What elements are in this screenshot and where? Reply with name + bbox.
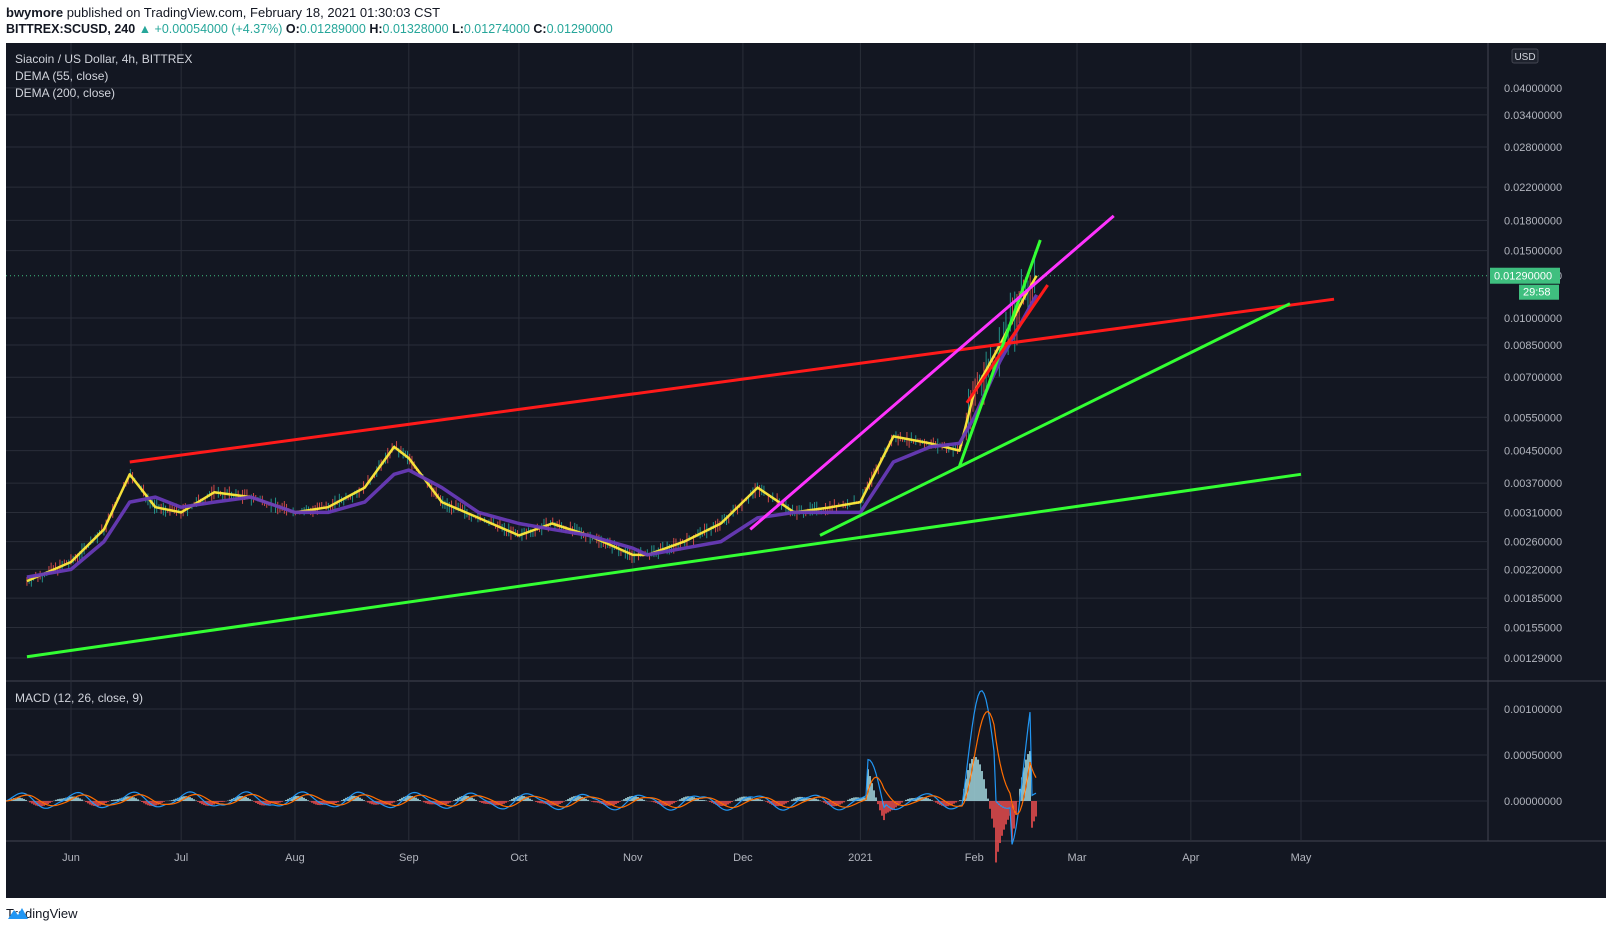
y-tick-label: 0.04000000 — [1504, 83, 1562, 95]
price-change: ▲ +0.00054000 (+4.37%) — [138, 22, 283, 36]
dema200-legend[interactable]: DEMA (200, close) — [15, 86, 116, 100]
x-tick-label: Feb — [965, 852, 984, 864]
chart-legend: Siacoin / US Dollar, 4h, BITTREX DEMA (5… — [15, 51, 192, 102]
macd-tick-label: 0.00050000 — [1504, 750, 1562, 762]
y-tick-label: 0.00310000 — [1504, 507, 1562, 519]
low-value: 0.01274000 — [463, 22, 530, 36]
y-tick-label: 0.01500000 — [1504, 246, 1562, 258]
magenta-trendline — [749, 214, 1115, 531]
open-value: 0.01289000 — [299, 22, 366, 36]
y-tick-label: 0.00700000 — [1504, 372, 1562, 384]
y-tick-label: 0.01000000 — [1504, 313, 1562, 325]
publish-text: published on TradingView.com, February 1… — [66, 5, 441, 20]
y-tick-label: 0.02200000 — [1504, 182, 1562, 194]
chart-area[interactable]: Jun Jul Aug Sep Oct Nov Dec 2021 Feb Mar Apr May 0.0… — [6, 43, 1606, 898]
x-tick-label: Apr — [1182, 852, 1199, 864]
currency-label: USD — [1514, 52, 1535, 63]
tradingview-logo-icon — [8, 908, 28, 919]
y-tick-label: 0.00260000 — [1504, 537, 1562, 549]
red-trendline — [129, 297, 1335, 464]
x-tick-label: Nov — [623, 852, 643, 864]
y-tick-label: 0.02800000 — [1504, 142, 1562, 154]
x-tick-label: Jul — [174, 852, 188, 864]
author[interactable]: bwymore — [6, 5, 64, 20]
y-tick-label: 0.00129000 — [1504, 653, 1562, 665]
y-tick-label: 0.00185000 — [1504, 593, 1562, 605]
currency-box — [1511, 48, 1539, 64]
chart-svg[interactable]: Jun Jul Aug Sep Oct Nov Dec 2021 Feb Mar Apr May 0.0… — [6, 43, 1606, 898]
green-trendline — [819, 302, 1291, 537]
signal-line — [6, 710, 1037, 815]
red-trendline — [965, 284, 1049, 404]
y-tick-label: 0.01800000 — [1504, 215, 1562, 227]
y-tick-label: 0.00450000 — [1504, 446, 1562, 458]
x-tick-label: Aug — [285, 852, 305, 864]
macd-legend[interactable]: MACD (12, 26, close, 9) — [15, 691, 144, 705]
open-label: O: — [285, 22, 300, 36]
close-label: C: — [533, 22, 547, 36]
x-tick-label: Dec — [733, 852, 753, 864]
symbol-label: BITTREX:SCUSD, 240 — [6, 22, 136, 36]
publish-info: bwymore published on TradingView.com, Fe… — [6, 5, 440, 20]
low-label: L: — [452, 22, 464, 36]
x-tick-label: Sep — [399, 852, 419, 864]
y-tick-label: 0.00550000 — [1504, 412, 1562, 424]
x-tick-label: Oct — [510, 852, 527, 864]
macd-tick-label: 0.00100000 — [1504, 704, 1562, 716]
y-tick-label: 0.00850000 — [1504, 340, 1562, 352]
y-tick-label: 0.00155000 — [1504, 623, 1562, 635]
macd-tick-label: 0.00000000 — [1504, 796, 1562, 808]
high-label: H: — [369, 22, 383, 36]
ohlc-bar: BITTREX:SCUSD, 240 ▲ +0.00054000 (+4.37%… — [6, 22, 613, 36]
y-tick-label: 0.03400000 — [1504, 110, 1562, 122]
x-tick-label: Jun — [62, 852, 80, 864]
y-tick-label: 0.00220000 — [1504, 564, 1562, 576]
close-value: 0.01290000 — [546, 22, 613, 36]
high-value: 0.01328000 — [382, 22, 449, 36]
green-trendline — [26, 472, 1302, 659]
footer-branding: TradingView — [6, 906, 78, 921]
countdown-label: 29:58 — [1523, 287, 1551, 299]
last-price-label: 0.01290000 — [1494, 271, 1552, 283]
y-tick-label: 0.00370000 — [1504, 478, 1562, 490]
countdown-box — [1519, 284, 1559, 300]
x-tick-label: May — [1291, 852, 1312, 864]
x-tick-label: Mar — [1068, 852, 1087, 864]
macd-line — [6, 689, 1037, 845]
x-tick-label: 2021 — [848, 852, 872, 864]
symbol-title: Siacoin / US Dollar, 4h, BITTREX — [15, 52, 193, 66]
dema55-legend[interactable]: DEMA (55, close) — [15, 69, 109, 83]
last-price-box — [1490, 267, 1560, 284]
dema200-line — [26, 293, 1039, 579]
